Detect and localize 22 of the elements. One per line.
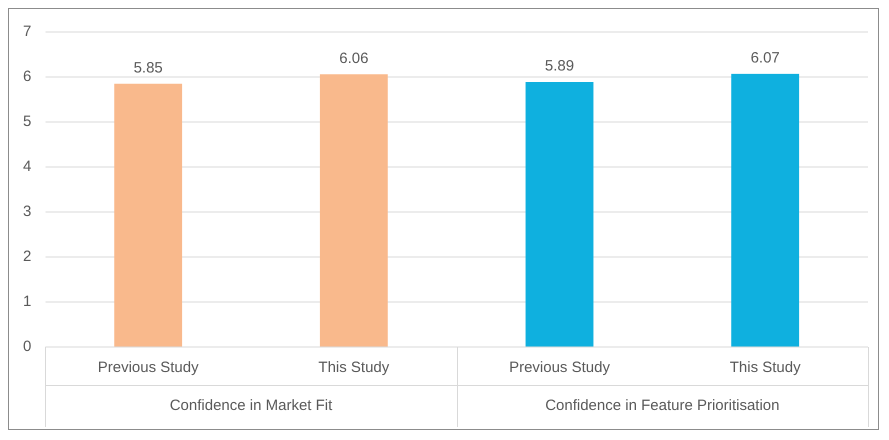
y-tick-label: 0 [23, 338, 32, 356]
y-tick-label: 3 [23, 203, 32, 220]
x-tick-label: This Study [730, 359, 802, 376]
bar [731, 74, 800, 346]
x-tick-label: Previous Study [98, 359, 200, 376]
data-label: 6.06 [339, 50, 368, 67]
y-tick-label: 4 [23, 158, 32, 176]
y-tick-label: 7 [23, 23, 32, 40]
y-tick-label: 1 [23, 293, 32, 310]
data-label: 5.85 [134, 59, 163, 76]
bar [114, 84, 182, 346]
y-tick-label: 6 [23, 68, 32, 86]
y-tick-label: 5 [23, 113, 32, 130]
bar [320, 74, 388, 346]
bar [526, 82, 594, 346]
data-label: 5.89 [544, 58, 574, 75]
text: Confidence in Feature Prioritisation [545, 397, 780, 414]
data-label: 6.07 [750, 49, 780, 66]
x-tick-label: This Study [318, 359, 390, 376]
x-tick-label: Previous Study [509, 359, 610, 376]
text: Confidence in Market Fit [170, 397, 334, 414]
y-tick-label: 2 [23, 248, 32, 266]
